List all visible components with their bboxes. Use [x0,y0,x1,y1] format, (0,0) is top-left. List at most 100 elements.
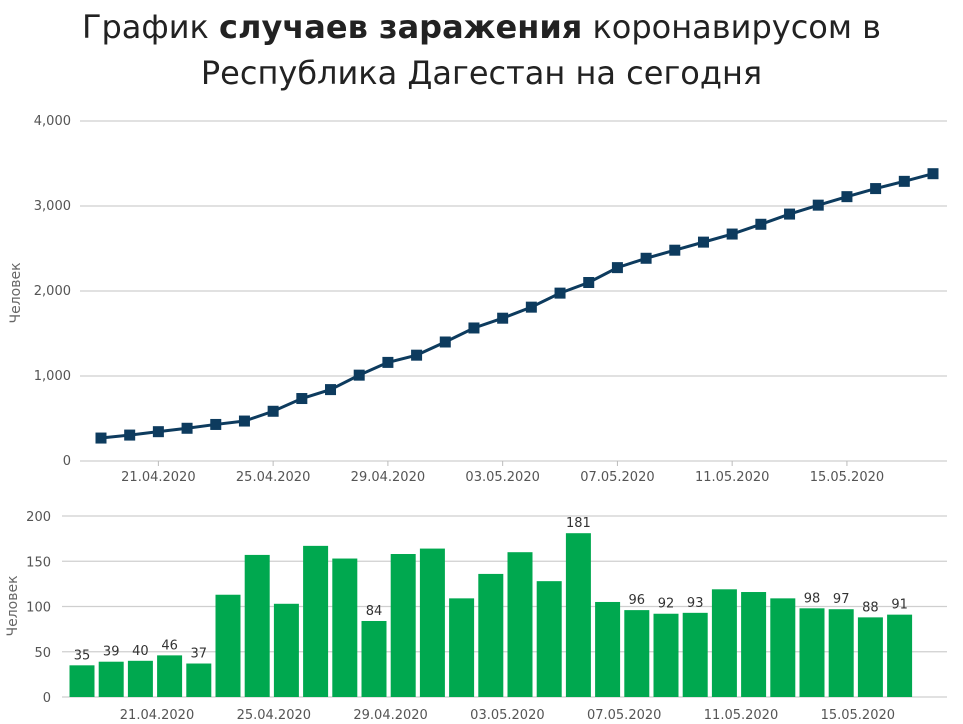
data-point [755,218,767,230]
data-point [812,199,824,211]
bar [478,573,504,697]
y-tick-label: 4,000 [34,114,71,129]
bar [186,663,212,697]
data-point [784,208,796,220]
x-tick-label: 21.04.2020 [121,470,195,485]
x-tick-label: 21.04.2020 [120,708,194,723]
data-label: 93 [687,596,704,611]
bar [799,608,825,697]
bar [215,594,241,697]
bar [565,533,591,697]
y-tick-label: 2,000 [34,284,71,299]
y-tick-label: 200 [26,510,51,525]
data-point [152,426,164,438]
data-label: 37 [191,647,208,662]
cumulative-line-chart: 0 1,000 2,000 3,000 4,000 21.04.2020 25.04.202… [8,114,947,485]
data-point [353,369,365,381]
title-line2: Республика Дагестан на сегодня [200,54,763,92]
data-point [411,349,423,361]
x-tick-label: 11.05.2020 [695,470,769,485]
x-tick-label: 15.05.2020 [821,708,895,723]
bar [536,581,562,697]
x-tick-label: 25.04.2020 [236,470,310,485]
x-tick-label: 25.04.2020 [237,708,311,723]
x-tick-label: 15.05.2020 [810,470,884,485]
bar [595,601,621,697]
data-point [181,422,193,434]
data-point [554,287,566,299]
chart-title: График случаев заражения коронавирусом в… [0,4,963,96]
data-label: 92 [658,597,675,612]
data-point [124,429,136,441]
data-label: 84 [366,604,383,619]
data-point [583,277,595,288]
data-label: 98 [804,591,821,606]
data-point [210,418,222,430]
data-point [927,168,939,180]
data-label: 39 [103,645,120,660]
x-tick-label: 29.04.2020 [353,708,427,723]
bar [361,620,387,697]
data-point [238,415,250,427]
data-point [669,244,681,256]
bar [828,609,854,697]
x-tick-label: 29.04.2020 [351,470,425,485]
bar [273,603,299,697]
data-point [325,384,337,396]
data-label: 35 [74,648,91,663]
data-point [382,356,394,368]
y-tick-label: 0 [63,454,71,469]
bar [770,598,796,697]
x-tick-label: 03.05.2020 [470,708,544,723]
data-point [841,191,853,203]
x-tick-label: 07.05.2020 [580,470,654,485]
title-part2: коронавирусом в [582,8,882,46]
bar [624,610,650,697]
bar [98,661,124,697]
data-point [640,252,652,264]
data-point [95,432,107,444]
bar [857,617,883,697]
data-label: 97 [833,592,850,607]
bar [69,665,95,697]
bar [711,589,737,697]
bar [682,612,708,697]
data-point [525,301,537,313]
y-tick-label: 0 [43,691,51,706]
bar [449,598,475,697]
data-label: 91 [891,598,908,613]
y-tick-label: 1,000 [34,369,71,384]
data-point [726,228,738,240]
x-tick-label: 11.05.2020 [704,708,778,723]
data-label: 88 [862,600,879,615]
bar [653,613,679,697]
bar [390,554,416,697]
data-point [468,322,480,334]
y-tick-label: 150 [26,555,51,570]
bar [303,545,329,697]
data-point [267,405,279,417]
y-tick-label: 3,000 [34,199,71,214]
title-bold: случаев заражения [219,8,583,46]
x-tick-label: 07.05.2020 [587,708,661,723]
data-point [898,175,910,187]
data-point [296,393,308,405]
y-axis-label: Человек [5,575,21,636]
bar [244,554,270,697]
y-tick-label: 50 [34,646,51,661]
data-label: 46 [161,638,178,653]
bar [332,558,358,697]
data-point [439,336,451,348]
data-label: 181 [566,516,591,531]
bar [127,660,153,697]
x-tick-label: 03.05.2020 [465,470,539,485]
bar [157,655,183,697]
y-tick-label: 100 [26,601,51,616]
title-part1: График [81,8,220,46]
bar [507,552,533,697]
data-point [611,262,623,274]
bar [419,548,445,697]
data-point [497,312,509,324]
bar [741,592,767,697]
